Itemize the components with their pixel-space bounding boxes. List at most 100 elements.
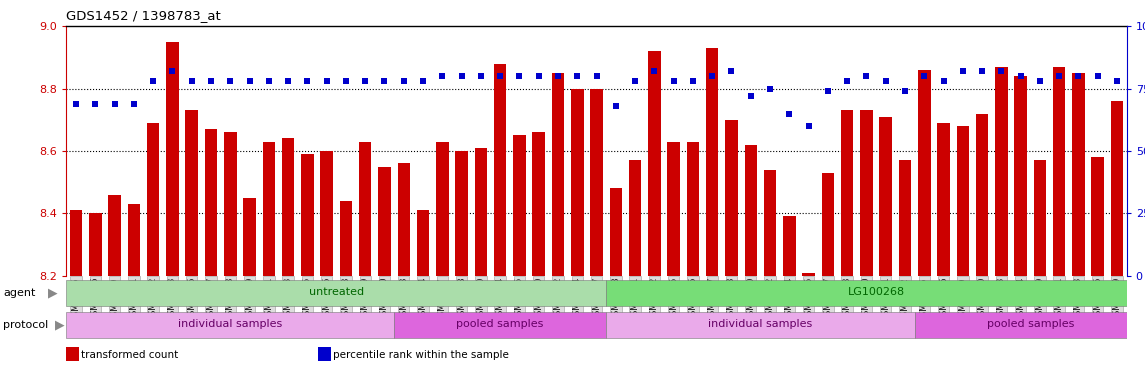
Point <box>182 78 200 84</box>
Bar <box>262 142 275 276</box>
Point <box>260 78 278 84</box>
Point <box>356 78 374 84</box>
Point <box>877 78 895 84</box>
Point <box>934 78 953 84</box>
Bar <box>822 173 835 276</box>
Point <box>491 73 510 79</box>
Point <box>298 78 316 84</box>
Point <box>529 73 547 79</box>
Point <box>395 78 413 84</box>
Text: GDS1452 / 1398783_at: GDS1452 / 1398783_at <box>66 9 221 22</box>
Point <box>548 73 567 79</box>
Point <box>742 93 760 99</box>
Text: ▶: ▶ <box>55 318 64 331</box>
Bar <box>243 198 255 276</box>
Bar <box>744 145 757 276</box>
Point <box>684 78 702 84</box>
Bar <box>629 160 641 276</box>
Bar <box>70 210 82 276</box>
Point <box>240 78 259 84</box>
Point <box>780 111 798 117</box>
Bar <box>1091 157 1104 276</box>
Point <box>895 88 914 94</box>
Point <box>337 78 355 84</box>
Bar <box>147 123 159 276</box>
Bar <box>995 67 1008 276</box>
Bar <box>687 142 700 276</box>
Bar <box>803 273 815 276</box>
Bar <box>321 151 333 276</box>
Point <box>433 73 451 79</box>
Bar <box>224 132 237 276</box>
Bar <box>648 51 661 276</box>
Bar <box>493 64 506 276</box>
Point <box>221 78 239 84</box>
Bar <box>706 48 718 276</box>
Point <box>1108 78 1127 84</box>
Bar <box>340 201 353 276</box>
Bar <box>783 216 796 276</box>
Point <box>105 100 124 106</box>
Bar <box>840 110 853 276</box>
Point <box>838 78 856 84</box>
Bar <box>976 114 988 276</box>
Bar <box>358 142 371 276</box>
Bar <box>552 73 564 276</box>
Point <box>858 73 876 79</box>
Point <box>568 73 586 79</box>
Point <box>413 78 432 84</box>
Bar <box>66 280 606 306</box>
Bar <box>109 195 121 276</box>
Point <box>607 103 625 109</box>
Text: LG100268: LG100268 <box>847 287 905 297</box>
Bar <box>860 110 872 276</box>
Text: pooled samples: pooled samples <box>457 319 544 329</box>
Point <box>954 68 972 74</box>
Bar <box>1034 160 1047 276</box>
Bar <box>899 160 911 276</box>
Point <box>799 123 818 129</box>
Point <box>317 78 335 84</box>
Bar <box>89 213 102 276</box>
Bar <box>397 164 410 276</box>
Bar <box>475 148 487 276</box>
Bar <box>66 312 394 338</box>
Text: ▶: ▶ <box>48 286 57 299</box>
Bar <box>879 117 892 276</box>
Text: individual samples: individual samples <box>179 319 283 329</box>
Bar <box>1053 67 1066 276</box>
Bar <box>918 70 931 276</box>
Bar <box>378 166 390 276</box>
Point <box>452 73 471 79</box>
Point <box>1030 78 1049 84</box>
Bar <box>166 42 179 276</box>
Point <box>587 73 606 79</box>
Point <box>1011 73 1029 79</box>
Point <box>376 78 394 84</box>
Point <box>722 68 741 74</box>
Bar <box>185 110 198 276</box>
Bar <box>606 312 915 338</box>
Point <box>511 73 529 79</box>
Point <box>202 78 220 84</box>
Point <box>1089 73 1107 79</box>
Bar <box>532 132 545 276</box>
Bar <box>417 210 429 276</box>
Point <box>915 73 933 79</box>
Bar <box>127 204 140 276</box>
Point <box>993 68 1011 74</box>
Point <box>472 73 490 79</box>
Point <box>819 88 837 94</box>
Bar <box>301 154 314 276</box>
Bar <box>436 142 449 276</box>
Point <box>279 78 298 84</box>
Point <box>1050 73 1068 79</box>
Bar <box>591 88 602 276</box>
Bar <box>609 188 622 276</box>
Point <box>703 73 721 79</box>
Text: agent: agent <box>3 288 35 298</box>
Text: percentile rank within the sample: percentile rank within the sample <box>333 350 510 360</box>
Point <box>164 68 182 74</box>
Bar <box>1111 101 1123 276</box>
Bar <box>668 142 680 276</box>
